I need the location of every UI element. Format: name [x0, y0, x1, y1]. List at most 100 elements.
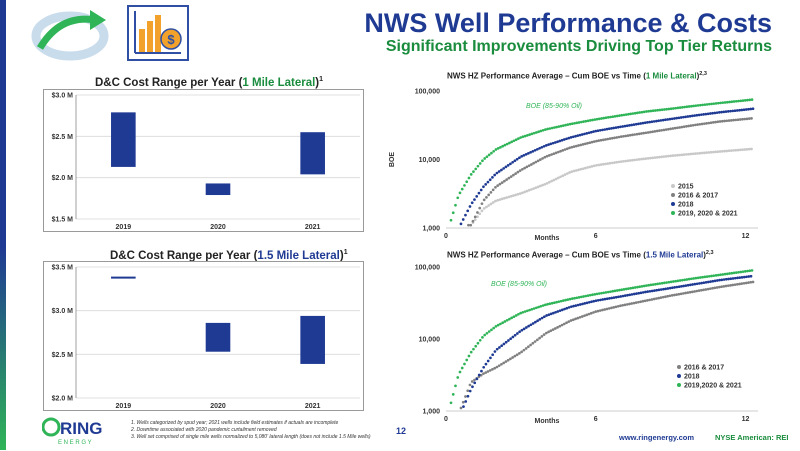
- brand-accent-bar: [0, 0, 6, 450]
- chart3-point: [532, 187, 535, 190]
- chart4-point: [584, 294, 588, 298]
- chart3-point: [675, 116, 678, 120]
- chart3-point: [498, 198, 502, 201]
- logo-text: RING: [60, 419, 103, 438]
- chart4-point: [608, 297, 611, 300]
- chart3-point: [719, 101, 722, 105]
- chart4-point: [704, 280, 708, 284]
- chart4-point: [689, 283, 692, 287]
- chart3-point: [636, 111, 639, 115]
- chart4-point: [657, 288, 661, 292]
- chart3-point: [560, 138, 564, 142]
- chart4-point: [639, 291, 643, 295]
- chart3-point: [471, 219, 475, 223]
- chart4-point: [648, 298, 652, 302]
- chart3-point: [652, 120, 656, 123]
- chart3-point: [518, 156, 521, 160]
- chart4-point: [597, 292, 601, 295]
- chart3-legend-label: 2016 & 2017: [678, 193, 718, 200]
- chart3-point: [480, 209, 484, 213]
- chart4-point: [573, 296, 576, 300]
- chart3-point: [584, 119, 588, 123]
- chart3-point: [538, 146, 541, 150]
- chart4-point: [491, 367, 494, 371]
- chart3-point: [745, 117, 749, 121]
- chart4-point: [562, 322, 566, 326]
- chart4-point: [732, 271, 736, 275]
- chart4-point: [499, 322, 502, 326]
- chart3-point: [538, 158, 542, 161]
- chart4-point: [627, 287, 630, 290]
- chart4-point: [493, 366, 497, 370]
- chart4-point: [633, 286, 637, 289]
- website-link[interactable]: www.ringenergy.com: [619, 433, 695, 442]
- chart4-point: [617, 295, 620, 299]
- chart4-point: [749, 280, 753, 284]
- chart4-point: [744, 281, 748, 285]
- chart3-point: [536, 159, 540, 163]
- chart3-point: [564, 123, 567, 127]
- chart4-point: [578, 303, 582, 306]
- chart4-point: [494, 324, 498, 328]
- chart4-point: [506, 358, 510, 362]
- page-subtitle: Significant Improvements Driving Top Tie…: [385, 38, 772, 55]
- chart3-point: [473, 215, 477, 219]
- chart4-point: [591, 293, 594, 297]
- chart4-point: [531, 341, 535, 345]
- chart4-point: [585, 313, 589, 317]
- chart2-bar-2019: [111, 276, 136, 279]
- chart3-point: [469, 223, 473, 227]
- chart3-legend-marker: [671, 211, 675, 215]
- chart3-point: [562, 138, 566, 141]
- chart3-legend-marker: [671, 193, 675, 197]
- chart3-point: [685, 153, 688, 156]
- chart2-ytick-label: $2.0 M: [52, 396, 74, 403]
- chart3-point: [726, 110, 730, 113]
- chart3-point: [678, 126, 681, 129]
- chart3-point: [682, 125, 686, 129]
- chart3-point: [515, 157, 519, 161]
- chart4-point: [665, 281, 668, 284]
- chart3-point: [601, 162, 605, 166]
- chart4-point: [637, 291, 641, 295]
- chart2-xtick-label: 2021: [305, 403, 321, 410]
- chart3-point: [534, 186, 538, 190]
- chart2-ytick-label: $3.0 M: [52, 308, 74, 315]
- chart4-point: [514, 314, 518, 317]
- chart4-point: [486, 370, 490, 373]
- chart3-point: [669, 127, 672, 131]
- chart4-point: [509, 337, 512, 341]
- chart3-point: [637, 122, 640, 126]
- chart4-point: [558, 309, 562, 313]
- chart3-point: [513, 159, 517, 163]
- chart3-point: [651, 156, 655, 160]
- chart1-xtick-label: 2021: [305, 224, 321, 231]
- chart3-point: [646, 121, 649, 124]
- chart4-point: [746, 269, 749, 273]
- chart4-point: [534, 320, 537, 324]
- chart4-point: [686, 283, 690, 287]
- chart3-point: [688, 114, 692, 118]
- chart4-point: [471, 385, 474, 389]
- chart3-point: [641, 121, 645, 125]
- chart4-point: [641, 291, 645, 294]
- chart4-point: [687, 277, 691, 281]
- chart3-point: [507, 195, 511, 199]
- chart3-point: [750, 98, 754, 102]
- chart4-point: [487, 330, 491, 333]
- chart3-point: [505, 142, 509, 146]
- chart4-point: [524, 347, 528, 350]
- chart3-point: [552, 178, 556, 182]
- chart3-point: [669, 107, 673, 111]
- chart3-point: [664, 118, 667, 122]
- chart3-point: [595, 163, 598, 167]
- chart3-point: [674, 106, 677, 110]
- chart4-point: [697, 282, 701, 285]
- chart4-point: [481, 335, 484, 339]
- chart3-point: [696, 104, 700, 107]
- chart3-point: [519, 136, 522, 139]
- chart3-series-0: [467, 147, 753, 227]
- chart4-point: [650, 298, 654, 301]
- chart3-point: [698, 103, 702, 107]
- chart3-point: [571, 135, 575, 139]
